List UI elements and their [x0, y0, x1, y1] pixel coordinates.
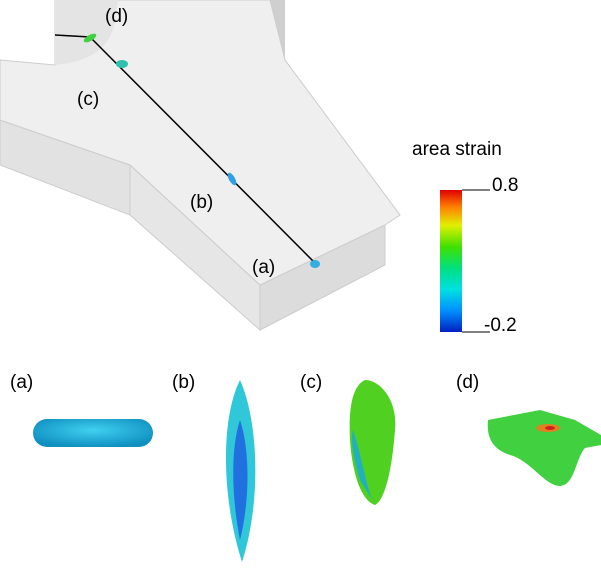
label: (d): [456, 372, 479, 393]
label: (c): [77, 89, 99, 110]
colorbar-title: area strain: [412, 139, 502, 160]
label: (b): [190, 192, 213, 213]
cell-a: [33, 419, 153, 447]
channel: (d) (c) (b) (a): [0, 0, 400, 330]
colorbar-min: -0.2: [484, 315, 517, 336]
label: (a): [10, 372, 33, 393]
label: (a): [252, 257, 275, 278]
colorbar-max: 0.8: [492, 175, 518, 196]
label: (b): [172, 372, 195, 393]
colorbar-scale: [440, 190, 462, 332]
cell-d: [488, 410, 601, 486]
label: (d): [105, 6, 128, 27]
figure: (d) (c) (b) (a) area strain 0.8 -0.2 (a)…: [0, 0, 601, 565]
colorbar: area strain 0.8 -0.2: [412, 139, 518, 336]
label: (c): [300, 372, 322, 393]
cells: (a) (b) (c) (d): [10, 372, 601, 562]
